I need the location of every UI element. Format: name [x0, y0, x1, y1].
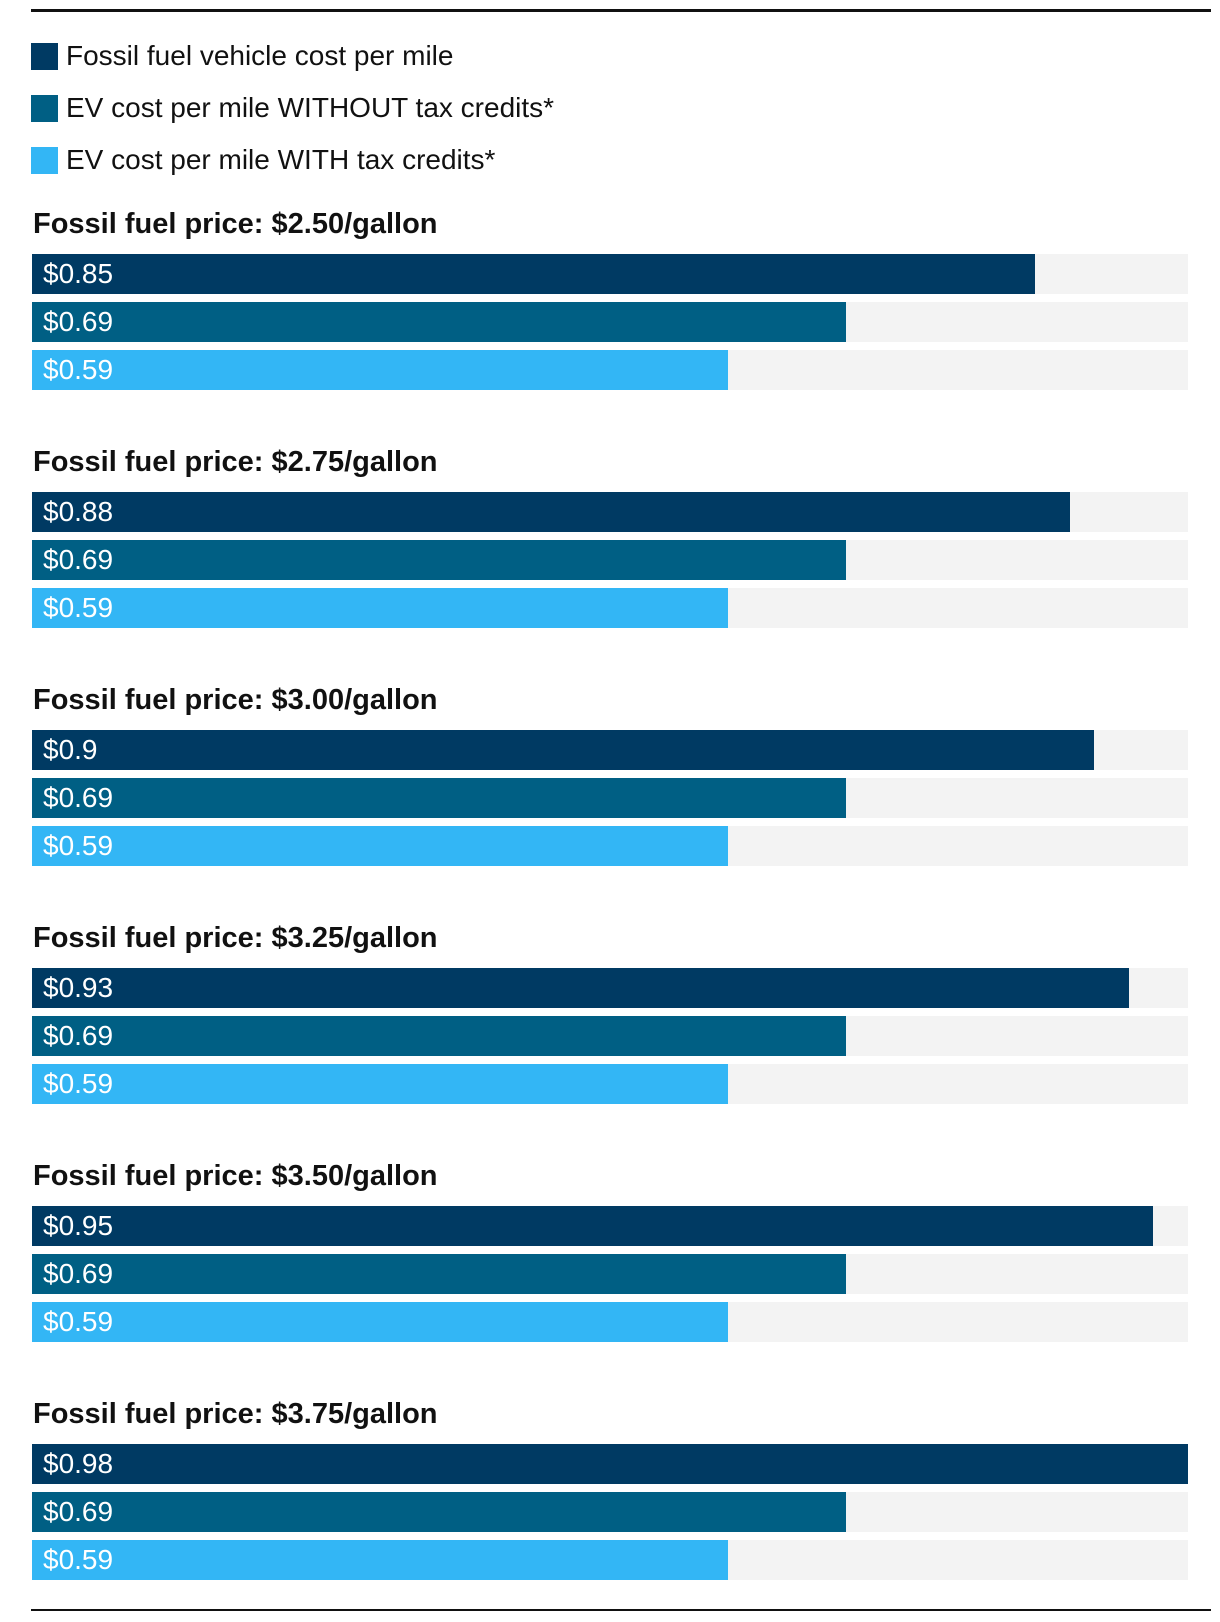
bar-value-label: $0.59 — [43, 1544, 114, 1575]
legend: Fossil fuel vehicle cost per mile EV cos… — [31, 30, 554, 186]
bar-track-ev-without-credits: $0.69 — [32, 302, 1188, 342]
bar-value-label: $0.69 — [43, 544, 114, 575]
bar-ev-without-credits — [32, 1016, 846, 1056]
bar-value-label: $0.98 — [43, 1448, 114, 1479]
bar-value-label: $0.59 — [43, 592, 114, 623]
bar-track-ev-without-credits: $0.69 — [32, 1254, 1188, 1294]
bar-ev-with-credits — [32, 1540, 728, 1580]
bar-value-label: $0.69 — [43, 1496, 114, 1527]
bar-value-label: $0.88 — [43, 496, 114, 527]
legend-item-fossil: Fossil fuel vehicle cost per mile — [31, 30, 554, 82]
bar-track-fossil: $0.9 — [32, 730, 1188, 770]
bar-track-fossil: $0.93 — [32, 968, 1188, 1008]
bar-fossil — [32, 1206, 1153, 1246]
bar-track-ev-with-credits: $0.59 — [32, 1064, 1188, 1104]
bottom-rule — [31, 1609, 1211, 1611]
legend-swatch-ev-with-credits — [31, 146, 58, 174]
bar-value-label: $0.85 — [43, 258, 114, 289]
bar-fossil — [32, 492, 1070, 532]
legend-label-ev-with-credits: EV cost per mile WITH tax credits* — [66, 144, 496, 175]
bar-track-fossil: $0.95 — [32, 1206, 1188, 1246]
bar-ev-without-credits — [32, 302, 846, 342]
bar-track-ev-with-credits: $0.59 — [32, 1302, 1188, 1342]
bar-fossil — [32, 968, 1129, 1008]
bar-ev-with-credits — [32, 1302, 728, 1342]
bar-track-ev-with-credits: $0.59 — [32, 826, 1188, 866]
bar-value-label: $0.95 — [43, 1210, 114, 1241]
bar-track-ev-without-credits: $0.69 — [32, 1016, 1188, 1056]
legend-swatch-ev-without-credits — [31, 94, 58, 122]
price-group-title: Fossil fuel price: $3.00/gallon — [33, 684, 438, 716]
price-group-title: Fossil fuel price: $2.75/gallon — [33, 446, 438, 478]
bar-ev-without-credits — [32, 540, 846, 580]
bar-value-label: $0.59 — [43, 354, 114, 385]
bar-ev-without-credits — [32, 778, 846, 818]
bar-ev-without-credits — [32, 1254, 846, 1294]
bar-value-label: $0.59 — [43, 830, 114, 861]
bar-ev-with-credits — [32, 1064, 728, 1104]
bar-value-label: $0.69 — [43, 782, 114, 813]
bar-fossil — [32, 730, 1094, 770]
legend-label-fossil: Fossil fuel vehicle cost per mile — [66, 40, 454, 71]
price-group-title: Fossil fuel price: $3.50/gallon — [33, 1160, 438, 1192]
bar-ev-without-credits — [32, 1492, 846, 1532]
bar-value-label: $0.93 — [43, 972, 114, 1003]
bar-fossil — [32, 1444, 1188, 1484]
bar-value-label: $0.9 — [43, 734, 98, 765]
bar-track-ev-without-credits: $0.69 — [32, 540, 1188, 580]
bar-value-label: $0.69 — [43, 1020, 114, 1051]
legend-label-ev-without-credits: EV cost per mile WITHOUT tax credits* — [66, 92, 555, 123]
bar-ev-with-credits — [32, 350, 728, 390]
bar-fossil — [32, 254, 1035, 294]
bar-track-fossil: $0.88 — [32, 492, 1188, 532]
bar-track-ev-without-credits: $0.69 — [32, 778, 1188, 818]
bar-track-ev-with-credits: $0.59 — [32, 350, 1188, 390]
bar-track-ev-with-credits: $0.59 — [32, 588, 1188, 628]
bar-value-label: $0.59 — [43, 1068, 114, 1099]
bar-ev-with-credits — [32, 826, 728, 866]
bar-track-fossil: $0.85 — [32, 254, 1188, 294]
price-group-title: Fossil fuel price: $2.50/gallon — [33, 208, 438, 240]
bar-track-fossil: $0.98 — [32, 1444, 1188, 1484]
bar-ev-with-credits — [32, 588, 728, 628]
bar-value-label: $0.69 — [43, 306, 114, 337]
legend-swatch-fossil — [31, 42, 58, 70]
price-group-title: Fossil fuel price: $3.25/gallon — [33, 922, 438, 954]
bar-value-label: $0.59 — [43, 1306, 114, 1337]
legend-item-ev-without-credits: EV cost per mile WITHOUT tax credits* — [31, 82, 554, 134]
price-group-title: Fossil fuel price: $3.75/gallon — [33, 1398, 438, 1430]
top-rule — [31, 9, 1211, 12]
legend-item-ev-with-credits: EV cost per mile WITH tax credits* — [31, 134, 554, 186]
bar-track-ev-with-credits: $0.59 — [32, 1540, 1188, 1580]
bar-value-label: $0.69 — [43, 1258, 114, 1289]
bar-track-ev-without-credits: $0.69 — [32, 1492, 1188, 1532]
